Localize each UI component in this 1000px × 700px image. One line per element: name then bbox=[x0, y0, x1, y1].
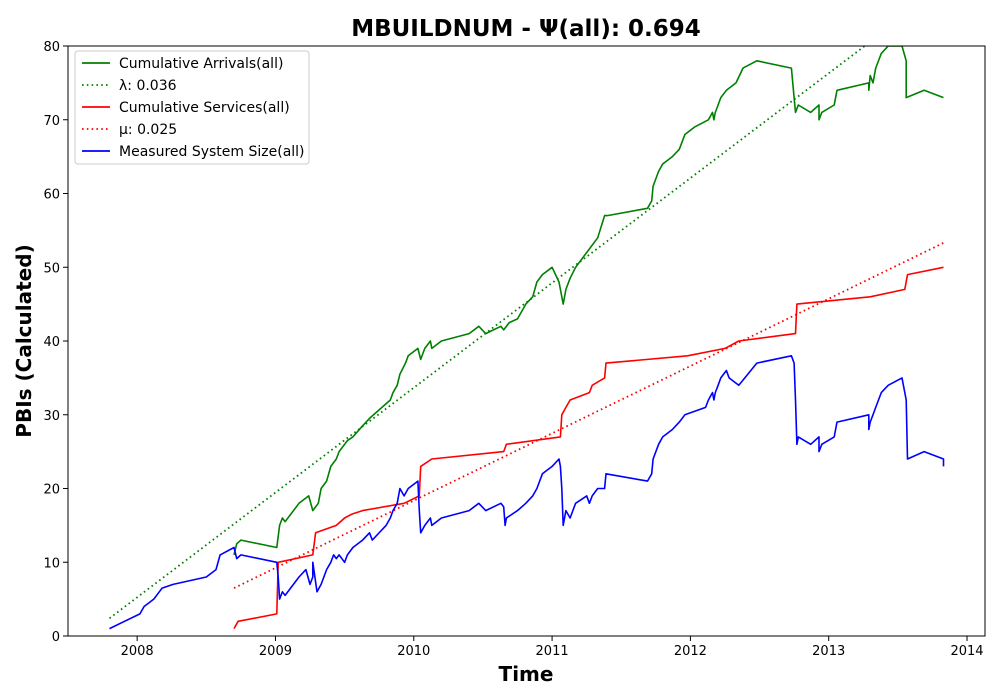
x-tick-label: 2009 bbox=[259, 644, 292, 659]
x-axis: 2008 2009 2010 2011 2012 2013 2014 bbox=[121, 636, 984, 659]
y-tick-label: 30 bbox=[43, 409, 60, 424]
x-tick-label: 2010 bbox=[397, 644, 430, 659]
series-line-cumulative-services-all-2 bbox=[233, 266, 944, 629]
chart-title: MBUILDNUM - Ψ(all): 0.694 bbox=[351, 16, 701, 42]
legend-label: Cumulative Services(all) bbox=[119, 100, 290, 116]
x-tick-label: 2014 bbox=[950, 644, 983, 659]
series-line-cumulative-arrivals-all-0 bbox=[233, 46, 944, 556]
y-tick-label: 20 bbox=[43, 483, 60, 498]
series-line-measured-system-size-all-4 bbox=[109, 354, 945, 630]
legend-label: Measured System Size(all) bbox=[119, 144, 305, 160]
y-tick-label: 50 bbox=[43, 261, 60, 276]
y-tick-label: 10 bbox=[43, 556, 60, 571]
legend-label: λ: 0.036 bbox=[119, 78, 177, 94]
x-tick-label: 2011 bbox=[536, 644, 569, 659]
y-tick-label: 70 bbox=[43, 114, 60, 129]
y-axis: 0 10 20 30 40 50 60 70 80 bbox=[43, 40, 68, 645]
legend-label: Cumulative Arrivals(all) bbox=[119, 56, 283, 72]
x-tick-label: 2012 bbox=[674, 644, 707, 659]
y-tick-label: 40 bbox=[43, 335, 60, 350]
legend: Cumulative Arrivals(all) λ: 0.036 Cumulati… bbox=[74, 50, 310, 165]
x-tick-label: 2008 bbox=[121, 644, 154, 659]
x-tick-label: 2013 bbox=[812, 644, 845, 659]
plot-area bbox=[67, 45, 986, 637]
y-tick-label: 80 bbox=[43, 40, 60, 55]
y-tick-label: 60 bbox=[43, 188, 60, 203]
legend-frame bbox=[74, 50, 310, 165]
x-axis-title: Time bbox=[499, 662, 554, 686]
y-tick-label: 0 bbox=[52, 630, 60, 645]
y-axis-title: PBIs (Calculated) bbox=[12, 244, 36, 437]
series-line-0-025-3 bbox=[233, 242, 944, 589]
legend-label: μ: 0.025 bbox=[119, 122, 177, 138]
